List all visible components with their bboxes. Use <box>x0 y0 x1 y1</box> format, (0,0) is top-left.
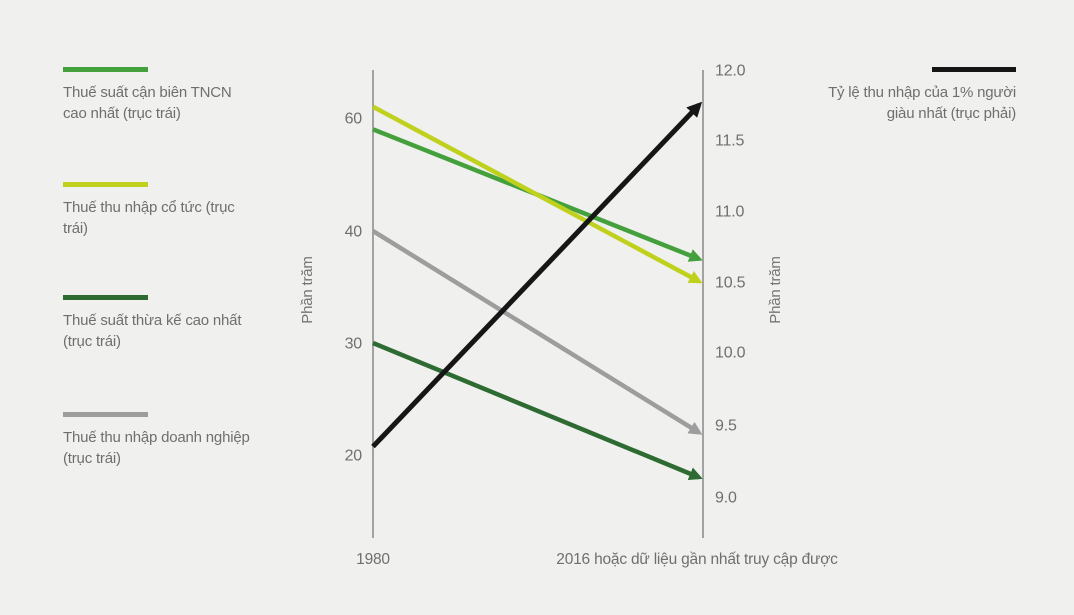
left-axis-tick-label: 30 <box>345 335 363 352</box>
legend-label: Thuế suất cận biên TNCN <box>63 84 232 101</box>
legend-item: Thuế thu nhập doanh nghiệp (trục trái) <box>63 412 318 469</box>
legend-right-item: Tỷ lệ thu nhập của 1% người giàu nhất (t… <box>736 67 1016 124</box>
right-axis-tick-label: 10.5 <box>715 275 746 292</box>
right-axis-tick-label: 12.0 <box>715 63 746 80</box>
right-axis-title: Phần trăm <box>767 256 784 323</box>
legend-label: cao nhất (trục trái) <box>63 105 181 122</box>
left-axis-tick-label: 40 <box>345 223 363 240</box>
series-line <box>372 340 703 481</box>
legend-item: Thuế suất thừa kế cao nhất (trục trái) <box>63 295 318 352</box>
series-line <box>371 229 703 435</box>
left-axis-tick-labels: 60 40 30 20 <box>345 111 363 465</box>
legend-swatch <box>63 67 148 72</box>
left-axis-tick-label: 20 <box>345 447 363 464</box>
right-axis-tick-label: 10.0 <box>715 345 746 362</box>
x-axis-label-1980: 1980 <box>356 551 390 568</box>
series-line <box>371 101 703 449</box>
right-axis-tick-label: 11.0 <box>715 204 744 221</box>
legend-swatch <box>63 412 148 417</box>
right-axis-tick-label: 9.0 <box>715 490 737 507</box>
series-lines <box>371 101 703 481</box>
series-line <box>371 104 703 284</box>
left-axis-title: Phần trăm <box>299 256 316 323</box>
legend-swatch-top1-share <box>932 67 1016 72</box>
legend-label: trái) <box>63 220 88 237</box>
legend-item: Thuế suất cận biên TNCN cao nhất (trục tr… <box>63 67 318 124</box>
legend-label: Tỷ lệ thu nhập của 1% người <box>828 84 1016 101</box>
legend-label: Thuế thu nhập cổ tức (trục <box>63 199 235 216</box>
legend-swatch <box>63 295 148 300</box>
x-axis-label-2016: 2016 hoặc dữ liệu gần nhất truy cập được <box>556 551 838 568</box>
legend-label: (trục trái) <box>63 450 121 467</box>
legend-label: (trục trái) <box>63 333 121 350</box>
left-axis-tick-label: 60 <box>345 111 363 128</box>
right-axis-tick-label: 11.5 <box>715 133 744 150</box>
right-axis-tick-label: 9.5 <box>715 417 737 434</box>
right-axis-tick-labels: 12.0 11.5 11.0 10.5 10.0 9.5 9.0 <box>715 63 746 507</box>
legend-label: Thuế thu nhập doanh nghiệp <box>63 429 250 446</box>
legend-swatch <box>63 182 148 187</box>
legend-label: Thuế suất thừa kế cao nhất <box>63 312 242 329</box>
legend-label: giàu nhất (trục phải) <box>886 105 1016 122</box>
legend-item: Thuế thu nhập cổ tức (trục trái) <box>63 182 318 239</box>
